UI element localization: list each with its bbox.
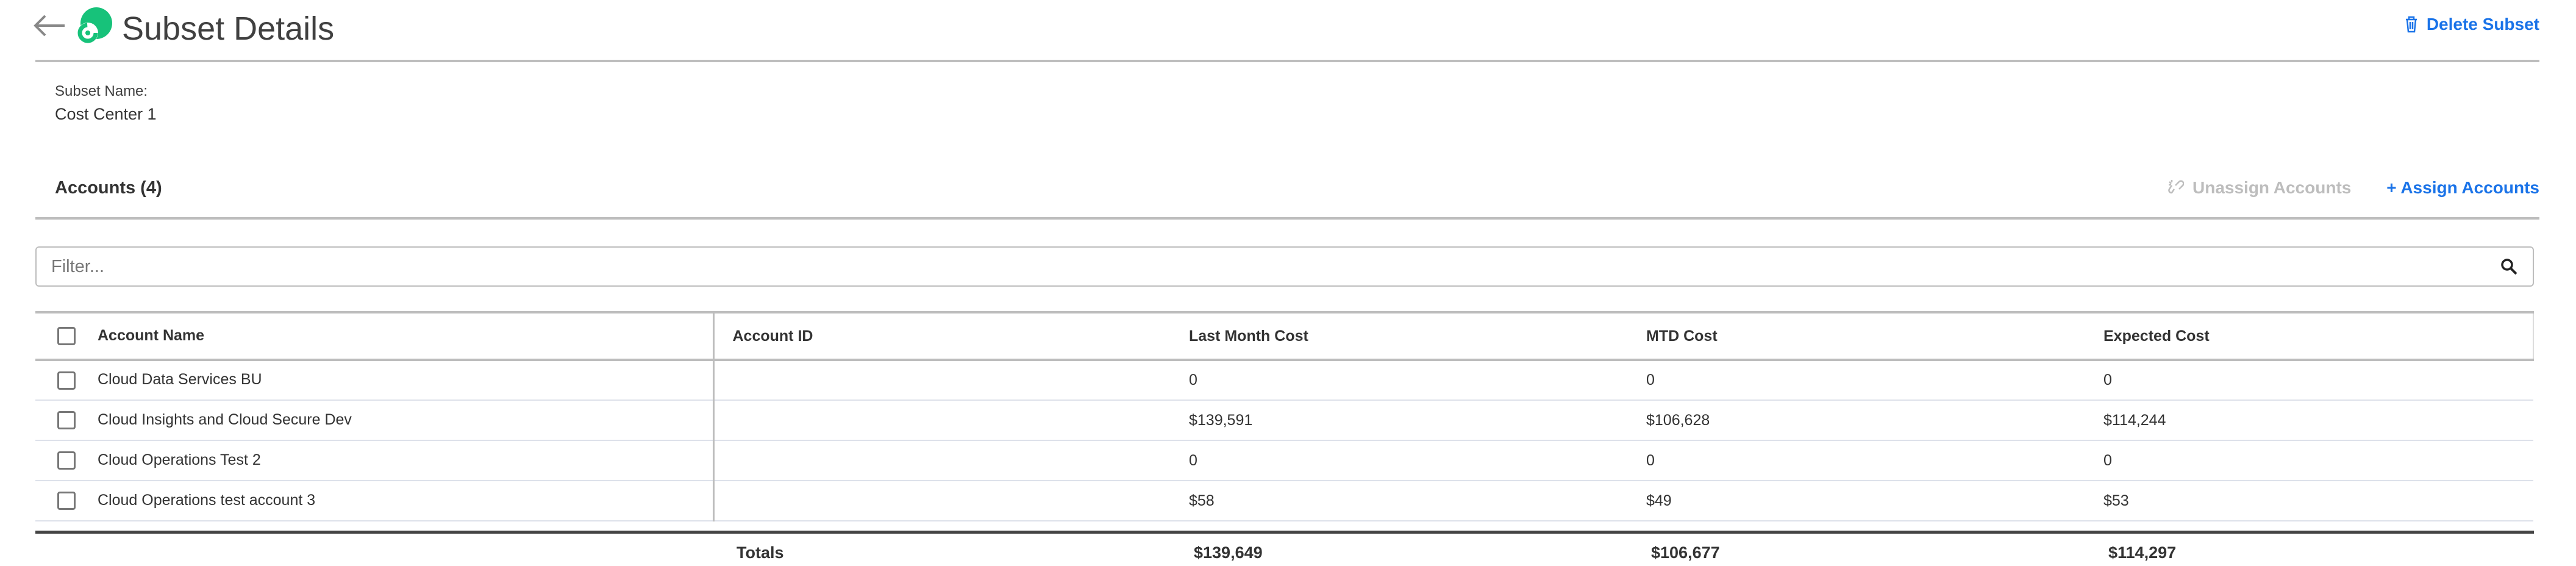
- table-row[interactable]: Cloud Insights and Cloud Secure Dev $139…: [35, 400, 2533, 441]
- subset-name-label: Subset Name:: [55, 83, 148, 99]
- unlink-icon: [2168, 180, 2184, 194]
- subset-name-value: Cost Center 1: [55, 105, 157, 123]
- search-icon[interactable]: [2500, 257, 2518, 276]
- page-title: Subset Details: [122, 10, 335, 47]
- cell-last-month-cost: $139,591: [1171, 400, 1628, 441]
- cell-last-month-cost: $58: [1171, 481, 1628, 521]
- account-name: Cloud Insights and Cloud Secure Dev: [98, 410, 352, 428]
- cell-account-name: Cloud Operations Test 2: [35, 440, 715, 481]
- row-checkbox[interactable]: [57, 451, 76, 470]
- assign-accounts-label: + Assign Accounts: [2386, 178, 2539, 197]
- header-divider: [35, 60, 2539, 62]
- table-row[interactable]: Cloud Operations test account 3 $58 $49 …: [35, 481, 2533, 521]
- cell-account-name: Cloud Operations test account 3: [35, 481, 715, 521]
- table-row[interactable]: Cloud Operations Test 2 0 0 0: [35, 440, 2533, 481]
- cell-last-month-cost: 0: [1171, 360, 1628, 401]
- logo-icon: [77, 7, 112, 43]
- table-header-row: Account Name Account ID Last Month Cost …: [35, 311, 2534, 361]
- row-checkbox[interactable]: [57, 411, 76, 430]
- row-checkbox[interactable]: [57, 492, 76, 510]
- cell-expected-cost: 0: [2085, 360, 2533, 401]
- accounts-divider: [35, 217, 2539, 220]
- totals-expected-cost: $114,297: [2108, 543, 2177, 562]
- account-name: Cloud Operations Test 2: [98, 451, 261, 468]
- column-header-mtd-cost[interactable]: MTD Cost: [1628, 311, 2085, 361]
- filter-input[interactable]: [35, 246, 2534, 287]
- unassign-accounts-button[interactable]: Unassign Accounts: [2168, 178, 2351, 198]
- delete-subset-label: Delete Subset: [2426, 15, 2539, 34]
- cell-last-month-cost: 0: [1171, 440, 1628, 481]
- cell-expected-cost: 0: [2085, 440, 2533, 481]
- cell-account-id: [713, 440, 1171, 481]
- totals-last-month-cost: $139,649: [1194, 543, 1263, 562]
- accounts-title: Accounts (4): [55, 178, 162, 198]
- cell-expected-cost: $53: [2085, 481, 2533, 521]
- table-row[interactable]: Cloud Data Services BU 0 0 0: [35, 360, 2533, 401]
- cell-expected-cost: $114,244: [2085, 400, 2533, 441]
- cell-account-id: [713, 360, 1171, 401]
- back-arrow-icon[interactable]: [32, 13, 66, 38]
- cell-account-name: Cloud Data Services BU: [35, 360, 715, 401]
- assign-accounts-button[interactable]: + Assign Accounts: [2386, 178, 2539, 198]
- accounts-table: Account Name Account ID Last Month Cost …: [35, 311, 2534, 521]
- account-name: Cloud Data Services BU: [98, 371, 262, 389]
- column-label: Account Name: [98, 326, 205, 344]
- cell-mtd-cost: $49: [1628, 481, 2085, 521]
- cell-mtd-cost: $106,628: [1628, 400, 2085, 441]
- column-header-account-id[interactable]: Account ID: [713, 311, 1171, 361]
- cell-mtd-cost: 0: [1628, 440, 2085, 481]
- select-all-checkbox[interactable]: [57, 327, 76, 346]
- delete-subset-button[interactable]: Delete Subset: [2405, 15, 2539, 34]
- unassign-accounts-label: Unassign Accounts: [2192, 178, 2352, 197]
- totals-mtd-cost: $106,677: [1651, 543, 1720, 562]
- trash-icon: [2405, 16, 2417, 33]
- cell-account-id: [713, 481, 1171, 521]
- column-header-account-name[interactable]: Account Name: [35, 311, 715, 361]
- cell-mtd-cost: 0: [1628, 360, 2085, 401]
- column-header-expected-cost[interactable]: Expected Cost: [2085, 311, 2534, 361]
- account-name: Cloud Operations test account 3: [98, 491, 316, 509]
- totals-divider: [35, 531, 2534, 534]
- column-header-last-month-cost[interactable]: Last Month Cost: [1171, 311, 1628, 361]
- cell-account-name: Cloud Insights and Cloud Secure Dev: [35, 400, 715, 441]
- row-checkbox[interactable]: [57, 371, 76, 390]
- cell-account-id: [713, 400, 1171, 441]
- totals-label: Totals: [737, 543, 784, 562]
